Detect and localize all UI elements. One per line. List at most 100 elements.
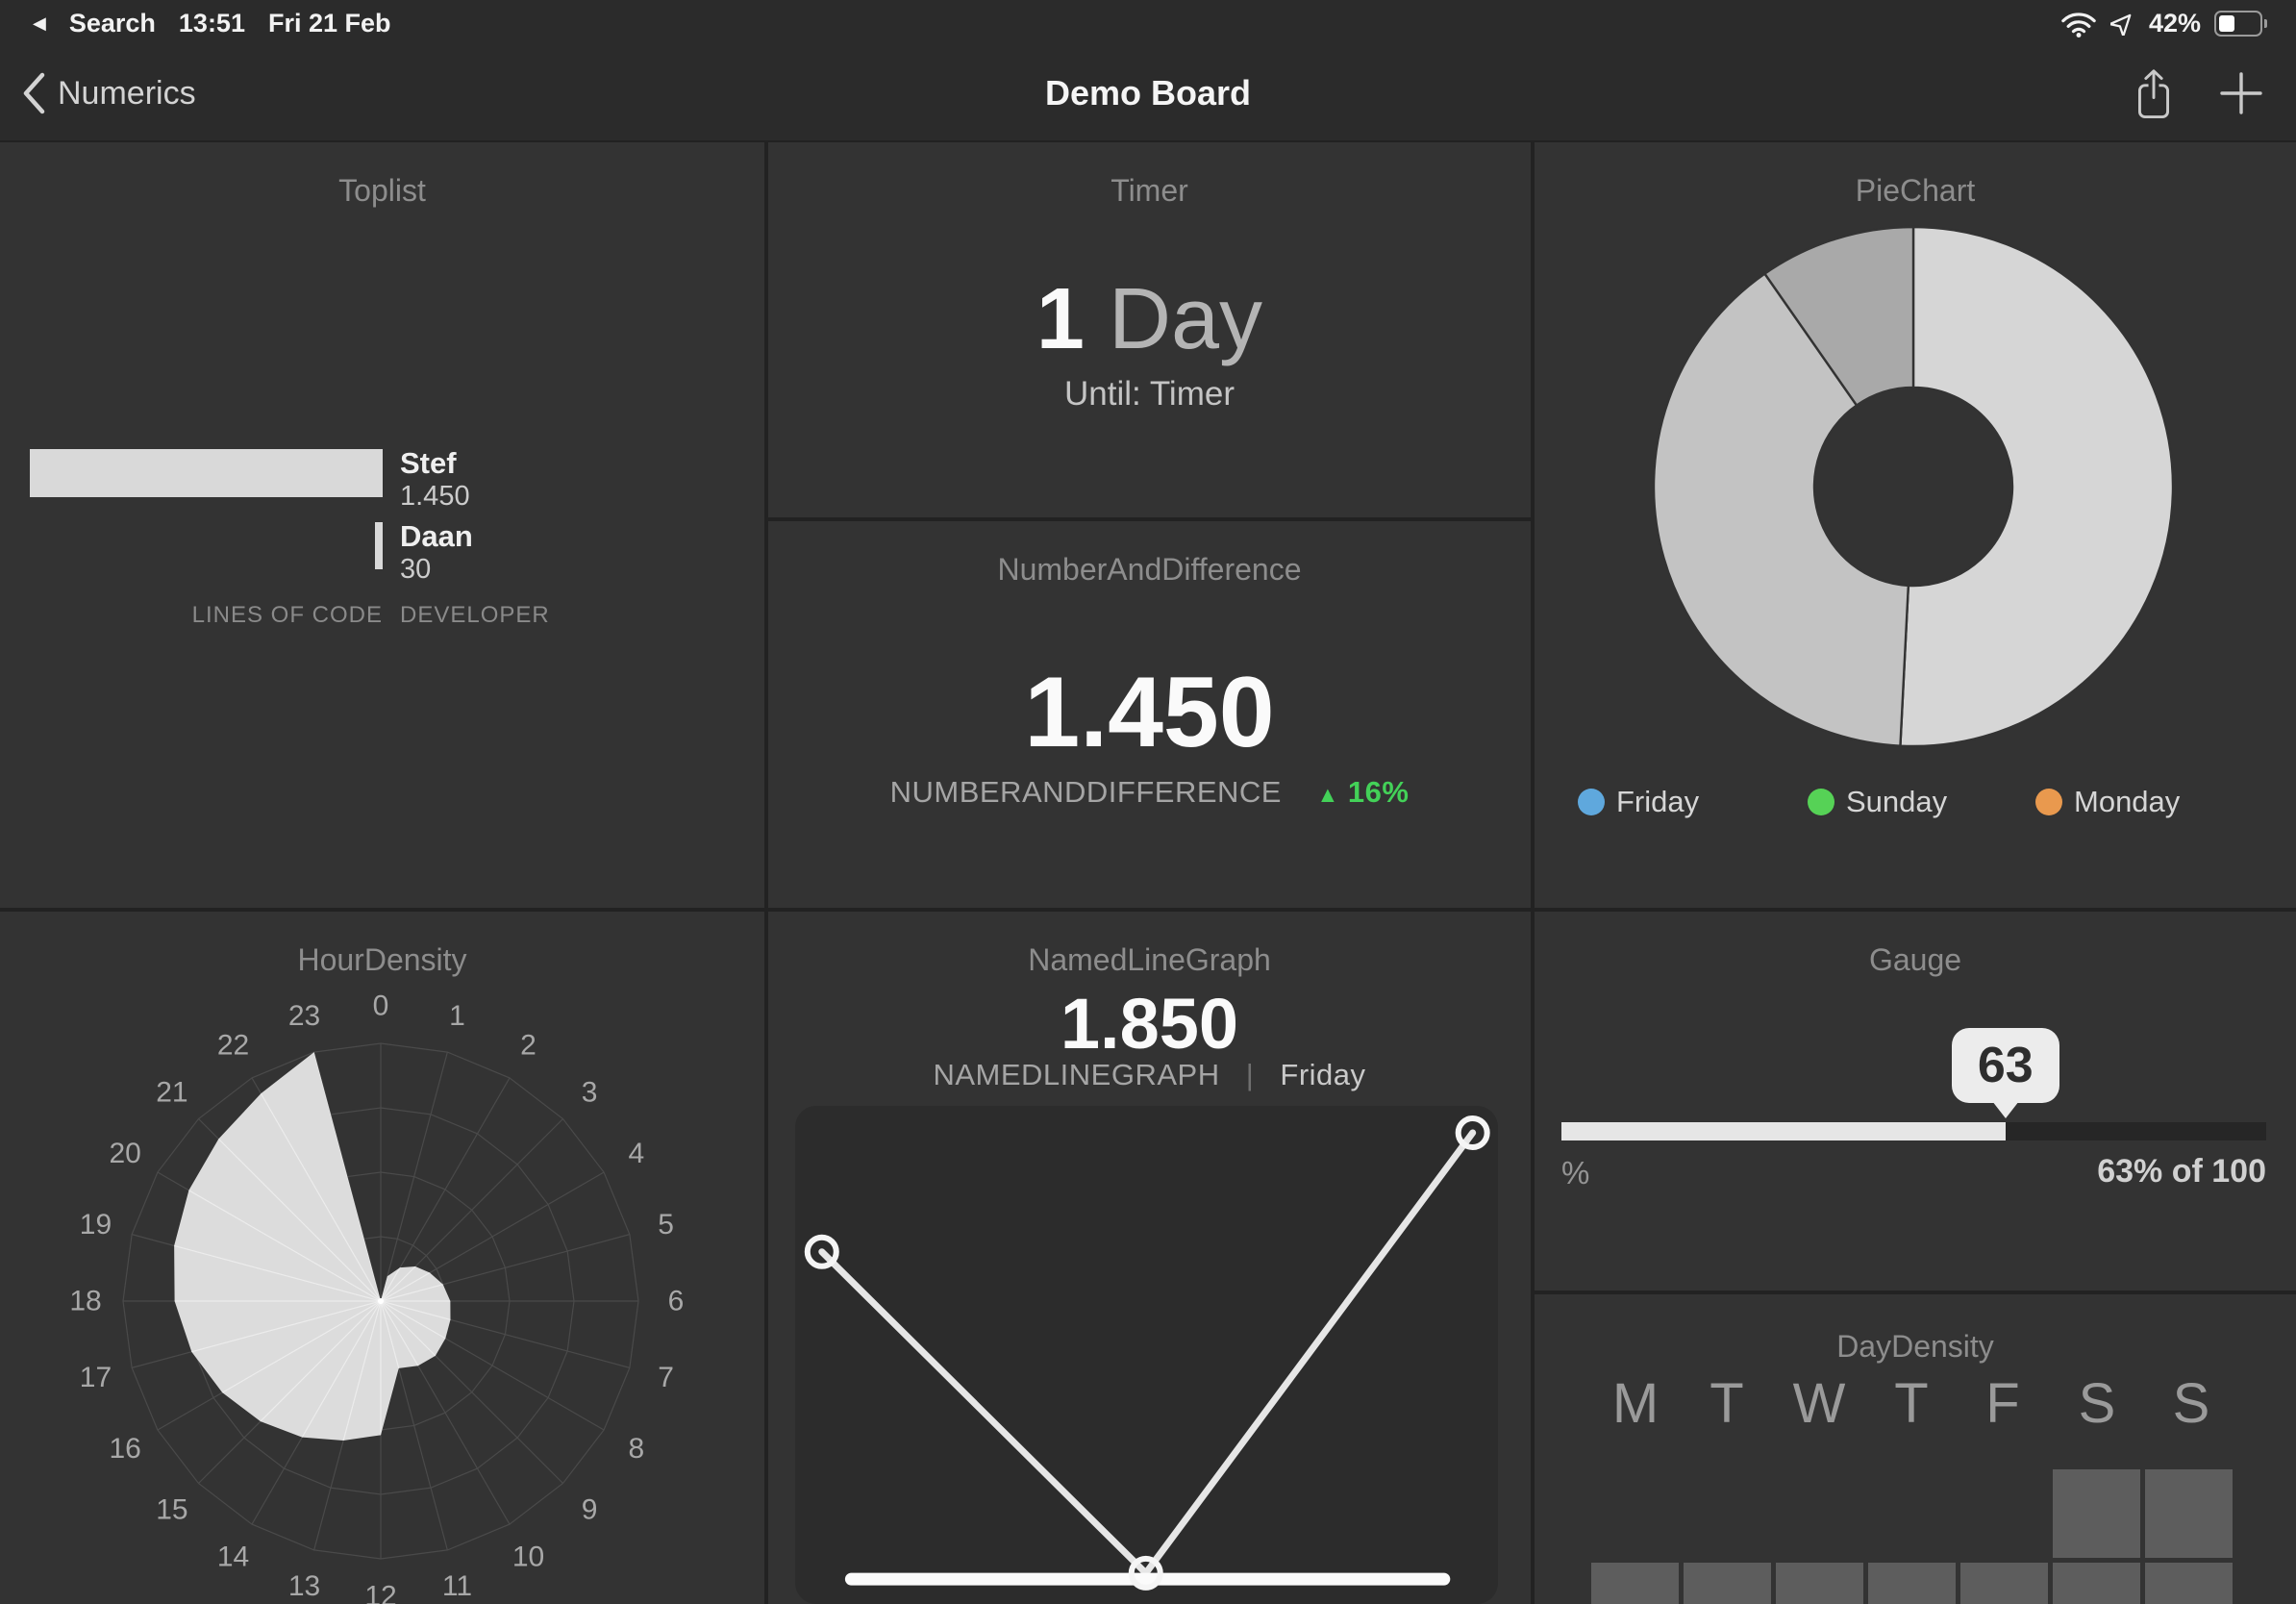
donut-chart bbox=[1652, 225, 2175, 748]
widget-gauge[interactable]: Gauge 63 % 63% of 100 bbox=[1535, 912, 2296, 1291]
widget-title: PieChart bbox=[1855, 173, 1976, 208]
svg-text:20: 20 bbox=[109, 1138, 140, 1169]
svg-text:8: 8 bbox=[629, 1433, 645, 1465]
legend-item: Friday bbox=[1578, 785, 1699, 819]
timer-caption: Until: Timer bbox=[1064, 375, 1235, 413]
status-right: 42% bbox=[2060, 9, 2267, 38]
day-header: S bbox=[2078, 1372, 2116, 1435]
svg-text:6: 6 bbox=[668, 1286, 685, 1317]
svg-text:11: 11 bbox=[442, 1570, 472, 1602]
widget-title: DayDensity bbox=[1836, 1329, 1994, 1364]
legend-label: Monday bbox=[2074, 785, 2181, 818]
widget-toplist[interactable]: Toplist Stef 1.450 Daan 30 LINES OF CODE… bbox=[0, 142, 764, 908]
legend-item: Sunday bbox=[1808, 785, 1947, 819]
day-header: M bbox=[1611, 1372, 1660, 1435]
selected-category: Friday bbox=[1280, 1058, 1366, 1091]
page-title: Demo Board bbox=[1044, 73, 1252, 113]
share-button[interactable] bbox=[2134, 67, 2173, 119]
svg-text:22: 22 bbox=[217, 1030, 249, 1062]
svg-text:23: 23 bbox=[288, 1000, 320, 1032]
delta-up-icon: ▲ bbox=[1316, 782, 1339, 807]
legend-dot-monday bbox=[2035, 789, 2062, 815]
toplist-bar bbox=[374, 522, 383, 569]
day-header: F bbox=[1985, 1372, 2020, 1435]
day-header: T bbox=[1710, 1372, 1744, 1435]
app-switcher-icon: ◀ bbox=[33, 13, 46, 33]
timer-value: 1 Day bbox=[1036, 271, 1263, 367]
day-density-cell bbox=[1591, 1563, 1679, 1604]
widget-piechart[interactable]: PieChart Friday Sunday Monday bbox=[1535, 142, 2296, 908]
day-header: T bbox=[1894, 1372, 1929, 1435]
delta-value: 16% bbox=[1347, 775, 1410, 809]
chevron-left-icon bbox=[21, 71, 46, 115]
toplist-row-name: Stef bbox=[400, 446, 457, 480]
nav-actions bbox=[2134, 46, 2263, 140]
status-time: 13:51 bbox=[178, 8, 245, 38]
day-density-cell bbox=[2145, 1469, 2233, 1558]
status-date: Fri 21 Feb bbox=[267, 8, 391, 38]
legend-dot-friday bbox=[1578, 789, 1605, 815]
nav-bar: Numerics Demo Board bbox=[0, 46, 2296, 140]
wifi-icon bbox=[2060, 10, 2097, 38]
svg-text:1: 1 bbox=[449, 1000, 465, 1032]
svg-text:5: 5 bbox=[658, 1209, 674, 1241]
svg-text:4: 4 bbox=[629, 1138, 645, 1169]
line-chart bbox=[804, 1115, 1490, 1591]
legend-label: Sunday bbox=[1846, 785, 1948, 818]
status-left: ◀ Search 13:51 Fri 21 Feb bbox=[33, 9, 391, 38]
svg-text:17: 17 bbox=[80, 1362, 112, 1393]
day-density-cell bbox=[1868, 1563, 1956, 1604]
gauge-tooltip: 63 bbox=[1951, 1028, 2059, 1103]
day-density-cell bbox=[2145, 1563, 2233, 1604]
svg-text:12: 12 bbox=[364, 1581, 396, 1604]
legend-label: Friday bbox=[1616, 785, 1700, 818]
svg-text:15: 15 bbox=[156, 1494, 187, 1526]
widget-hour-density[interactable]: 0 1 2 3 4 5 6 7 8 9 10 11 12 13 14 15 16 17 18 19 20 21 22 23 H… bbox=[0, 912, 764, 1604]
gauge-unit: % bbox=[1561, 1155, 1590, 1190]
day-density-cell bbox=[2053, 1563, 2140, 1604]
svg-text:13: 13 bbox=[288, 1570, 320, 1602]
widget-title: Toplist bbox=[338, 173, 426, 208]
metric-label-row: NUMBERANDDIFFERENCE ▲ 16% bbox=[768, 775, 1531, 810]
svg-text:0: 0 bbox=[373, 990, 389, 1022]
battery-percent: 42% bbox=[2148, 8, 2201, 38]
svg-text:16: 16 bbox=[109, 1433, 140, 1465]
metric-value: 1.450 bbox=[1024, 657, 1275, 768]
toplist-row-value: 30 bbox=[400, 554, 432, 585]
toplist-name-header: DEVELOPER bbox=[400, 602, 550, 628]
gauge-fill bbox=[1561, 1122, 2006, 1140]
metric-label-row: NAMEDLINEGRAPH | Friday bbox=[768, 1058, 1531, 1092]
svg-text:2: 2 bbox=[520, 1030, 537, 1062]
widget-number-and-difference[interactable]: NumberAndDifference 1.450 NUMBERANDDIFFE… bbox=[768, 521, 1531, 908]
widget-title: HourDensity bbox=[297, 942, 467, 977]
metric-label: NAMEDLINEGRAPH bbox=[933, 1058, 1220, 1091]
svg-text:10: 10 bbox=[512, 1541, 544, 1572]
battery-icon bbox=[2214, 10, 2267, 37]
gauge-caption: 63% of 100 bbox=[2097, 1153, 2266, 1190]
back-button[interactable]: Numerics bbox=[21, 46, 196, 140]
svg-text:3: 3 bbox=[582, 1076, 598, 1108]
toplist-value-header: LINES OF CODE bbox=[191, 602, 383, 628]
day-density-cell bbox=[1684, 1563, 1771, 1604]
widget-timer[interactable]: Timer 1 Day Until: Timer bbox=[768, 142, 1531, 517]
svg-text:19: 19 bbox=[80, 1209, 112, 1241]
day-density-cell bbox=[2053, 1469, 2140, 1558]
gauge-tooltip-value: 63 bbox=[1977, 1038, 2034, 1093]
widget-named-line-graph[interactable]: NamedLineGraph 1.850 NAMEDLINEGRAPH | Fr… bbox=[768, 912, 1531, 1604]
legend-dot-sunday bbox=[1808, 789, 1834, 815]
divider: | bbox=[1245, 1058, 1255, 1091]
add-widget-button[interactable] bbox=[2219, 71, 2263, 115]
status-bar: ◀ Search 13:51 Fri 21 Feb 42% bbox=[0, 0, 2296, 46]
toplist-row-name: Daan bbox=[400, 519, 473, 553]
svg-text:9: 9 bbox=[582, 1494, 598, 1526]
back-label: Numerics bbox=[58, 74, 196, 112]
day-header: W bbox=[1792, 1372, 1846, 1435]
widget-title: NumberAndDifference bbox=[997, 552, 1302, 587]
toplist-bar bbox=[30, 449, 383, 497]
day-density-cell bbox=[1960, 1563, 2048, 1604]
legend-item: Monday bbox=[2035, 785, 2180, 819]
metric-value: 1.850 bbox=[1060, 984, 1239, 1064]
widget-day-density[interactable]: DayDensity M T W T F S S bbox=[1535, 1294, 2296, 1604]
